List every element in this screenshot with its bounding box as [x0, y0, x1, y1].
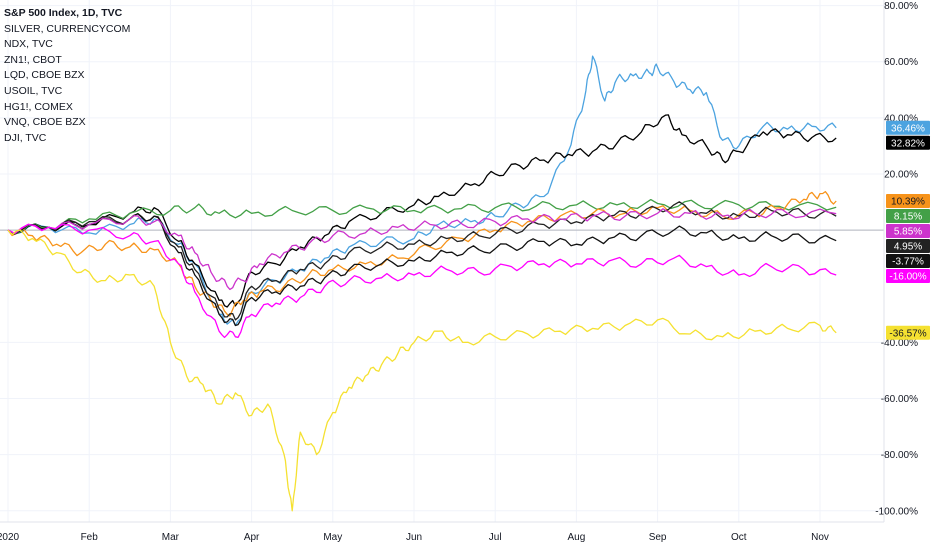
x-tick-label: Jul — [489, 532, 502, 543]
last-value-tag — [886, 208, 930, 223]
x-tick-label: Apr — [244, 532, 260, 543]
legend-item-dji[interactable]: DJI, TVC — [4, 131, 47, 144]
last-value-tag — [886, 325, 930, 340]
last-value-tag-label: -3.77% — [892, 256, 924, 267]
x-tick-label: Jun — [406, 532, 422, 543]
y-tick-label: -80.00% — [881, 450, 918, 461]
legend-item-ndx[interactable]: NDX, TVC — [4, 38, 53, 51]
legend-item-usoil[interactable]: USOIL, TVC — [4, 84, 63, 97]
y-tick-label: -40.00% — [881, 338, 918, 349]
last-value-tag — [886, 135, 930, 150]
symbol-legend: S&P 500 Index, 1D, TVC SILVER, CURRENCYC… — [4, 6, 130, 146]
y-tick-label: 20.00% — [884, 170, 918, 181]
y-tick-label: 80.00% — [884, 1, 918, 12]
series-line-4[interactable] — [7, 201, 837, 321]
series-line-6[interactable] — [7, 208, 837, 291]
last-value-tag — [886, 223, 930, 238]
legend-item-silver[interactable]: SILVER, CURRENCYCOM — [4, 22, 131, 35]
last-value-tag — [886, 120, 930, 135]
y-tick-label: -100.00% — [875, 506, 918, 517]
last-value-tag-label: -36.57% — [889, 328, 926, 339]
series-line-0[interactable] — [7, 55, 837, 327]
last-value-tags: 36.46% 32.82% 10.39% 8.15% 5.85% 4.95% -3.77% -… — [886, 120, 930, 340]
last-value-tag-label: 36.46% — [891, 123, 925, 134]
series-line-2[interactable] — [7, 198, 837, 235]
series-line-5[interactable] — [7, 213, 837, 327]
series-line-3[interactable] — [7, 190, 837, 317]
grid-layer — [0, 0, 884, 522]
x-tick-label: Feb — [81, 532, 99, 543]
x-tick-label: Mar — [162, 532, 180, 543]
legend-item-vnq[interactable]: VNQ, CBOE BZX — [4, 116, 86, 129]
last-value-tag-label: 10.39% — [891, 196, 925, 207]
y-tick-label: -60.00% — [881, 394, 918, 405]
x-tick-label: Oct — [731, 532, 747, 543]
last-value-tag-label: 4.95% — [894, 241, 922, 252]
legend-item-hg1[interactable]: HG1!, COMEX — [4, 100, 73, 113]
last-value-tag-label: -16.00% — [889, 271, 926, 282]
y-tick-label: 60.00% — [884, 57, 918, 68]
x-tick-label: 2020 — [0, 532, 20, 543]
y-tick-label: 40.00% — [884, 113, 918, 124]
time-axis[interactable]: 2020 Feb Mar Apr May Jun Jul Aug Sep Oct Nov — [0, 532, 829, 543]
last-value-tag-label: 5.85% — [894, 226, 922, 237]
last-value-tag-label: 8.15% — [894, 211, 922, 222]
series-line-8[interactable] — [7, 229, 837, 512]
last-value-tag — [886, 268, 930, 283]
series-line-1[interactable] — [7, 114, 837, 308]
last-value-tag — [886, 193, 930, 208]
x-tick-label: Sep — [649, 532, 667, 543]
legend-item-spx[interactable]: S&P 500 Index, 1D, TVC — [4, 7, 123, 19]
price-axis[interactable]: 80.00% 60.00% 40.00% 20.00% -40.00% -60.00% -8… — [875, 1, 918, 517]
last-value-tag-label: 32.82% — [891, 138, 925, 149]
legend-item-lqd[interactable]: LQD, CBOE BZX — [4, 69, 85, 82]
last-value-tag — [886, 253, 930, 268]
last-value-tag — [886, 238, 930, 253]
series-layer — [7, 55, 837, 512]
x-tick-label: Nov — [811, 532, 829, 543]
series-line-7[interactable] — [7, 223, 837, 339]
legend-item-zn1[interactable]: ZN1!, CBOT — [4, 53, 62, 66]
x-tick-label: May — [323, 532, 342, 543]
x-tick-label: Aug — [568, 532, 586, 543]
